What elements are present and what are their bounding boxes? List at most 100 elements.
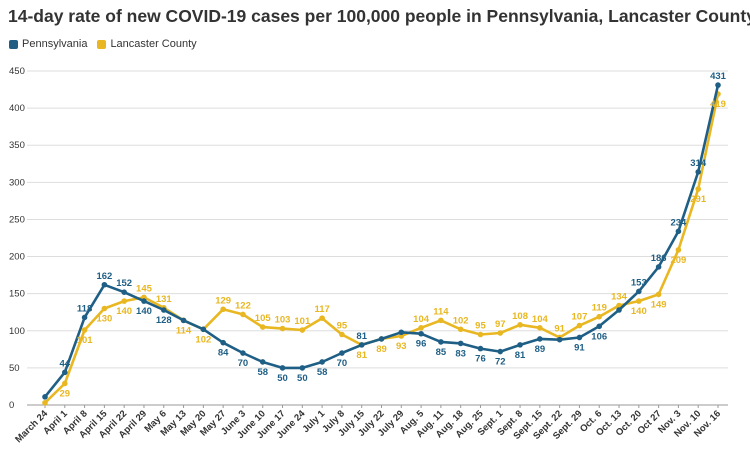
data-label: 291 [690, 194, 707, 205]
data-label: 162 [96, 271, 112, 282]
data-label: 114 [433, 306, 449, 317]
data-point-pennsylvania [121, 289, 127, 295]
data-point-pennsylvania [42, 394, 48, 400]
data-label: 58 [257, 367, 268, 378]
data-label: 44 [60, 358, 71, 369]
data-point-pennsylvania [141, 298, 147, 304]
data-label: 81 [356, 350, 367, 361]
data-label: 101 [294, 316, 311, 327]
data-label: 101 [77, 335, 94, 346]
data-label: 118 [77, 303, 92, 314]
data-label: 131 [156, 294, 173, 305]
data-label: 84 [218, 348, 229, 359]
data-point-pennsylvania [497, 348, 504, 355]
data-point-pennsylvania [457, 340, 464, 347]
data-label: 81 [356, 331, 367, 342]
data-label: 114 [176, 325, 192, 336]
data-point-lancaster-county [42, 399, 48, 406]
data-point-lancaster-county [240, 311, 246, 318]
data-point-pennsylvania [279, 365, 286, 371]
data-point-pennsylvania [477, 345, 484, 352]
data-point-pennsylvania [378, 336, 385, 342]
data-label: 431 [710, 71, 727, 82]
y-tick-label: 350 [9, 140, 25, 151]
y-tick-label: 100 [9, 326, 25, 337]
y-tick-label: 0 [9, 400, 14, 411]
data-point-lancaster-county [477, 331, 484, 338]
data-label: 134 [611, 292, 628, 303]
data-label: 117 [314, 304, 329, 315]
data-point-lancaster-county [537, 325, 543, 331]
data-point-pennsylvania [616, 307, 622, 313]
data-point-lancaster-county [121, 298, 127, 304]
data-point-lancaster-county [339, 331, 345, 338]
data-label: 102 [453, 315, 469, 326]
data-label: 153 [631, 277, 647, 288]
data-point-pennsylvania [160, 307, 167, 313]
data-label: 97 [495, 319, 506, 330]
chart-title: 14-day rate of new COVID-19 cases per 10… [8, 6, 750, 26]
y-tick-label: 150 [9, 289, 25, 300]
data-label: 83 [455, 348, 466, 359]
data-label: 70 [337, 358, 348, 369]
data-point-lancaster-county [675, 247, 682, 253]
y-tick-label: 200 [9, 252, 25, 263]
data-point-lancaster-county [438, 317, 444, 324]
data-label: 107 [572, 312, 588, 323]
data-point-pennsylvania [438, 339, 444, 345]
data-point-pennsylvania [200, 326, 207, 333]
data-point-lancaster-county [259, 324, 266, 330]
data-label: 140 [631, 306, 647, 317]
data-label: 186 [651, 253, 667, 264]
data-label: 122 [235, 300, 251, 311]
data-label: 108 [512, 311, 528, 322]
data-label: 70 [238, 358, 249, 369]
series-line-lancaster-county [44, 93, 720, 404]
data-label: 419 [710, 99, 726, 110]
legend-label-lancaster-county: Lancaster County [110, 38, 197, 50]
data-point-lancaster-county [457, 326, 464, 333]
data-point-lancaster-county [61, 380, 68, 387]
y-tick-label: 50 [9, 363, 20, 374]
data-label: 29 [60, 388, 71, 399]
data-point-pennsylvania [655, 264, 662, 270]
data-point-lancaster-county [279, 325, 286, 332]
data-point-pennsylvania [418, 330, 424, 337]
data-point-pennsylvania [319, 359, 325, 365]
data-point-lancaster-county [220, 306, 226, 313]
data-point-lancaster-county [101, 305, 108, 312]
y-tick-label: 300 [9, 177, 25, 188]
data-point-pennsylvania [576, 334, 583, 341]
data-point-pennsylvania [240, 350, 246, 356]
data-label: 145 [136, 283, 153, 294]
data-label: 58 [317, 367, 328, 378]
data-label: 104 [532, 314, 549, 325]
data-label: 72 [495, 357, 506, 368]
data-point-pennsylvania [556, 336, 563, 343]
data-point-pennsylvania [358, 342, 365, 348]
data-point-pennsylvania [339, 350, 345, 356]
data-label: 95 [337, 320, 348, 331]
data-label: 81 [515, 350, 526, 361]
legend-item-lancaster-county[interactable]: Lancaster County [97, 38, 197, 50]
legend-swatch-pennsylvania [9, 39, 18, 49]
data-label: 103 [275, 315, 291, 326]
data-point-pennsylvania [517, 342, 523, 348]
data-label: 89 [376, 344, 387, 355]
legend-item-pennsylvania[interactable]: Pennsylvania [9, 38, 87, 50]
data-label: 104 [413, 314, 430, 325]
legend-swatch-lancaster-county [97, 39, 107, 49]
data-point-lancaster-county [596, 313, 603, 320]
data-label: 209 [670, 255, 686, 266]
data-point-lancaster-county [497, 330, 504, 336]
data-label: 93 [396, 341, 407, 352]
data-point-pennsylvania [81, 314, 88, 321]
data-label: 152 [116, 278, 132, 289]
data-label: 105 [255, 313, 272, 324]
data-point-lancaster-county [636, 298, 642, 304]
data-point-pennsylvania [180, 317, 187, 324]
data-label: 140 [116, 306, 132, 317]
data-label: 91 [574, 342, 585, 353]
data-label: 76 [475, 354, 486, 365]
